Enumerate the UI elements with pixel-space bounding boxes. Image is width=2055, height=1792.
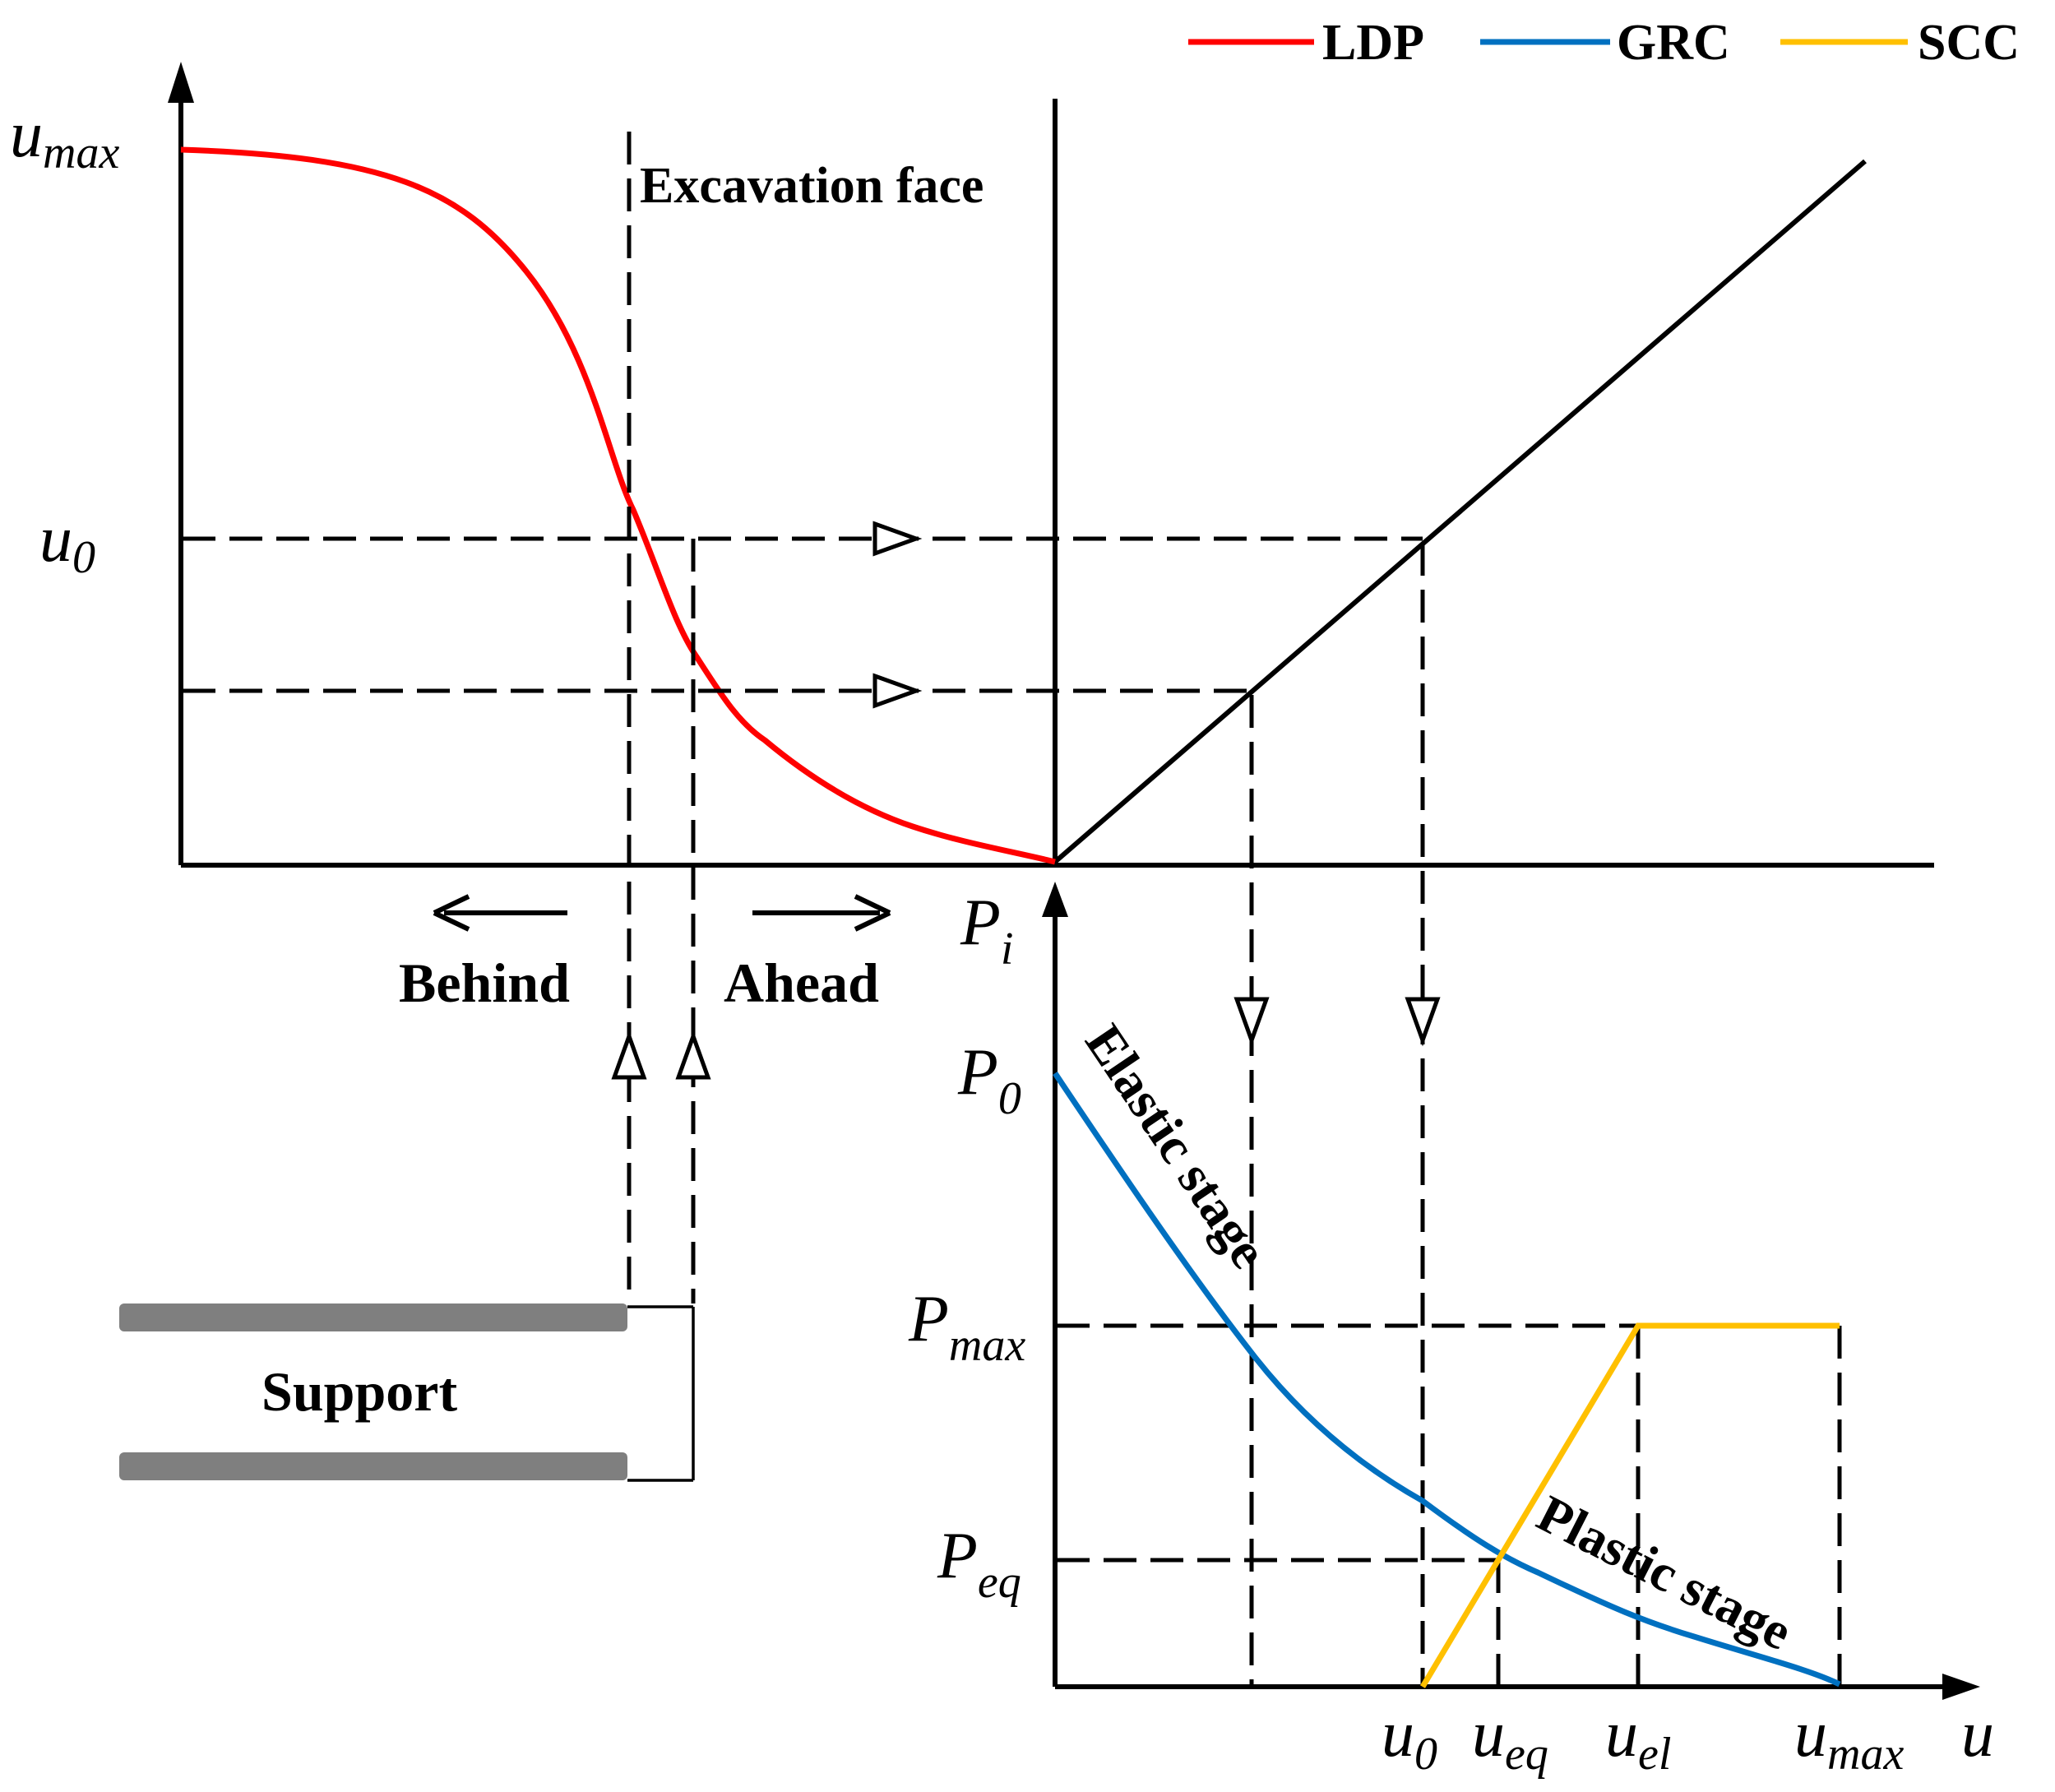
- grc-x-axis-arrowhead: [1942, 1674, 1980, 1700]
- ahead-arrowhead: [854, 894, 891, 932]
- u-axis-label: u: [1961, 1698, 1994, 1771]
- pi-label: Pi: [960, 887, 1013, 975]
- grc-y-axis-arrowhead: [1042, 882, 1068, 917]
- legend-grc-label: GRC: [1617, 15, 1730, 71]
- right-triangle-u0: [872, 521, 923, 557]
- ueq-bottom-label: ueq: [1472, 1698, 1548, 1780]
- legend-ldp-label: LDP: [1322, 15, 1424, 71]
- scc-curve: [1419, 1322, 1840, 1688]
- plastic-stage-label: Plastic stage: [1529, 1484, 1802, 1661]
- grc-axes: [1042, 99, 1980, 1700]
- behind-label: Behind: [399, 952, 570, 1014]
- down-triangle-u1: [1233, 997, 1270, 1047]
- uel-bottom-label: uel: [1605, 1698, 1671, 1780]
- up-triangle-right: [675, 1030, 711, 1080]
- legend: LDP GRC SCC: [1188, 15, 2020, 71]
- legend-scc-label: SCC: [1918, 15, 2020, 71]
- ldp-curve: [180, 146, 1056, 865]
- excavation-face-label: Excavation face: [640, 158, 984, 214]
- right-triangle-u1: [872, 673, 923, 709]
- dashed-guides: [183, 132, 1842, 1687]
- p0-label: P0: [957, 1036, 1021, 1124]
- transfer-diagonal-line: [1053, 159, 1867, 864]
- flow-arrowheads: [611, 521, 1441, 1080]
- support-bar-bottom: [119, 1452, 627, 1480]
- down-triangle-u0: [1405, 997, 1441, 1047]
- umax-left-label: umax: [10, 99, 119, 178]
- peq-label: Peq: [937, 1520, 1021, 1608]
- direction-arrows: [433, 894, 891, 932]
- support-structure: [119, 1303, 695, 1482]
- u0-bottom-label: u0: [1382, 1698, 1437, 1780]
- pmax-label: Pmax: [908, 1283, 1025, 1371]
- upper-labels: Excavation face umax u0 Behind Ahead Sup…: [10, 99, 984, 1423]
- u0-left-label: u0: [39, 503, 95, 583]
- grc-curve: [1053, 1072, 1841, 1688]
- ldp-axes: [168, 62, 1934, 868]
- umax-bottom-label: umax: [1794, 1698, 1904, 1780]
- grc-labels: Pi P0 Pmax Peq u0 ueq uel umax u Elastic…: [908, 887, 1994, 1780]
- ldp-y-axis-arrowhead: [168, 62, 194, 103]
- support-label: Support: [262, 1360, 457, 1423]
- up-triangle-left: [611, 1030, 647, 1080]
- behind-arrowhead: [433, 894, 470, 932]
- ahead-label: Ahead: [724, 952, 879, 1014]
- support-bar-top: [119, 1303, 627, 1331]
